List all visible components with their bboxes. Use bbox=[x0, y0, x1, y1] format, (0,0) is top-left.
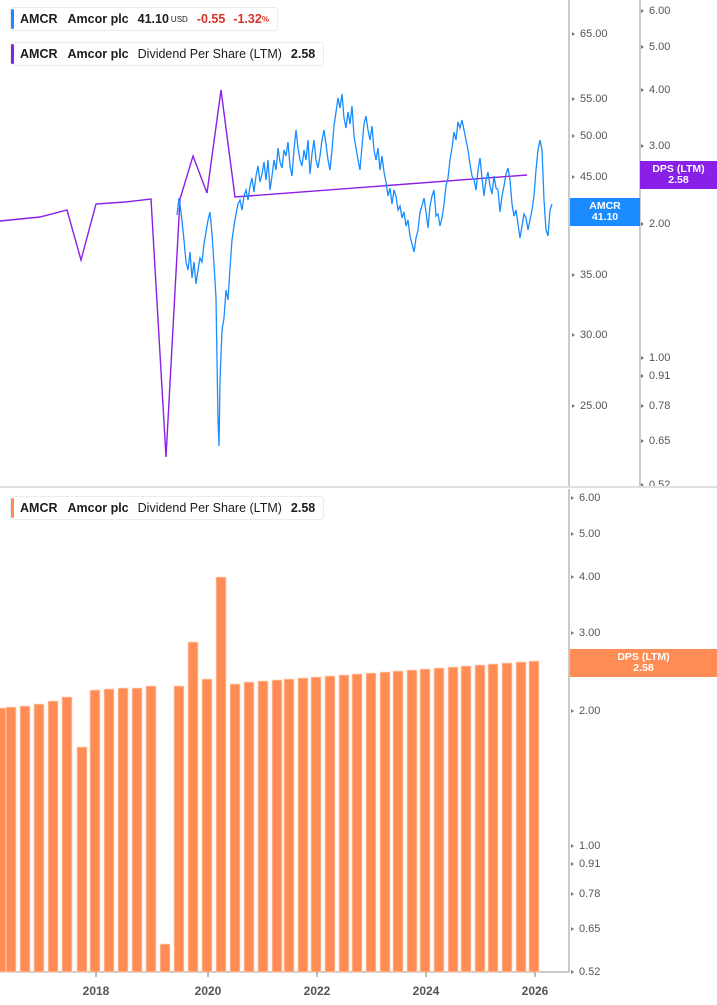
legend-metric: Dividend Per Share (LTM) bbox=[137, 501, 282, 515]
x-axis-tick: 2024 bbox=[412, 984, 440, 998]
price-axis-tick: 65.00 bbox=[572, 28, 608, 40]
dps-bars bbox=[0, 576, 540, 973]
legend-currency: USD bbox=[170, 14, 188, 24]
dps-axis-tick: 0.78 bbox=[640, 400, 671, 412]
dps-axis-tick: 5.00 bbox=[640, 41, 671, 53]
dps-axis-tick: 3.00 bbox=[570, 627, 601, 639]
dps-axis-tick: 0.65 bbox=[640, 435, 671, 447]
dps-axis-tick: 2.00 bbox=[640, 218, 671, 230]
legend-value: 2.58 bbox=[290, 47, 316, 61]
badge-value: 41.10 bbox=[591, 211, 619, 223]
dps-axis-tick: 4.00 bbox=[570, 571, 601, 583]
legend-price-value: 41.10 bbox=[137, 12, 169, 26]
legend-color-swatch bbox=[11, 498, 14, 518]
legend-price[interactable]: AMCR Amcor plc 41.10 USD -0.55 -1.32% bbox=[10, 7, 278, 31]
legend-dps[interactable]: AMCR Amcor plc Dividend Per Share (LTM) … bbox=[10, 42, 325, 66]
dps-axis-tick: 0.52 bbox=[640, 479, 671, 491]
dps-axis-tick: 2.00 bbox=[570, 705, 601, 717]
dps-line bbox=[0, 89, 528, 458]
price-line bbox=[176, 93, 553, 447]
dps-axis-tick: 3.00 bbox=[640, 140, 671, 152]
dps-bar-chart-plot[interactable] bbox=[0, 489, 717, 1005]
dps-axis-tick: 0.78 bbox=[570, 888, 601, 900]
x-axis-tick: 2026 bbox=[521, 984, 549, 998]
legend-company-name: Amcor plc bbox=[67, 501, 129, 515]
dps-axis-tick: 0.52 bbox=[570, 966, 601, 978]
dps-axis-tick: 0.91 bbox=[570, 858, 601, 870]
badge-label: DPS (LTM) bbox=[617, 651, 670, 663]
price-axis-tick: 50.00 bbox=[572, 130, 608, 142]
x-axis-tick: 2022 bbox=[303, 984, 331, 998]
price-dps-chart-pane: AMCR Amcor plc 41.10 USD -0.55 -1.32% AM… bbox=[0, 0, 717, 491]
legend-color-swatch bbox=[11, 9, 14, 29]
legend-color-swatch bbox=[11, 44, 14, 64]
price-axis-tick: 30.00 bbox=[572, 329, 608, 341]
price-axis-tick: 55.00 bbox=[572, 93, 608, 105]
x-axis-tick: 2018 bbox=[82, 984, 110, 998]
legend-value: 2.58 bbox=[290, 501, 316, 515]
legend-ticker: AMCR bbox=[20, 12, 58, 26]
dps-bar-last-value-badge: DPS (LTM) 2.58 bbox=[570, 649, 717, 677]
dps-axis-tick: 5.00 bbox=[570, 528, 601, 540]
legend-company-name: Amcor plc bbox=[67, 12, 129, 26]
badge-value: 2.58 bbox=[633, 662, 654, 674]
price-chart-plot[interactable] bbox=[0, 0, 717, 487]
dps-axis-tick: 6.00 bbox=[640, 5, 671, 17]
legend-ticker: AMCR bbox=[20, 501, 58, 515]
dps-axis-tick: 0.91 bbox=[640, 370, 671, 382]
legend-company-name: Amcor plc bbox=[67, 47, 129, 61]
price-last-value-badge: AMCR 41.10 bbox=[570, 198, 640, 226]
legend-price-change: -0.55 bbox=[196, 12, 226, 26]
dps-axis-tick: 0.65 bbox=[570, 923, 601, 935]
pane-divider[interactable] bbox=[0, 486, 717, 488]
price-axis-tick: 35.00 bbox=[572, 269, 608, 281]
dps-axis-tick: 4.00 bbox=[640, 84, 671, 96]
dps-axis-tick: 1.00 bbox=[570, 840, 601, 852]
badge-label: AMCR bbox=[589, 200, 621, 212]
badge-value: 2.58 bbox=[668, 174, 689, 186]
legend-price-change-pct: -1.32 bbox=[233, 12, 262, 26]
price-axis-tick: 25.00 bbox=[572, 400, 608, 412]
legend-metric: Dividend Per Share (LTM) bbox=[137, 47, 282, 61]
legend-pct-symbol: % bbox=[261, 14, 269, 24]
dps-last-value-badge: DPS (LTM) 2.58 bbox=[640, 161, 717, 189]
badge-label: DPS (LTM) bbox=[652, 163, 705, 175]
legend-dps-bars[interactable]: AMCR Amcor plc Dividend Per Share (LTM) … bbox=[10, 496, 325, 520]
dps-axis-tick: 1.00 bbox=[640, 352, 671, 364]
x-axis-tick: 2020 bbox=[194, 984, 222, 998]
legend-ticker: AMCR bbox=[20, 47, 58, 61]
dps-axis-tick: 6.00 bbox=[570, 492, 601, 504]
price-axis-tick: 45.00 bbox=[572, 171, 608, 183]
